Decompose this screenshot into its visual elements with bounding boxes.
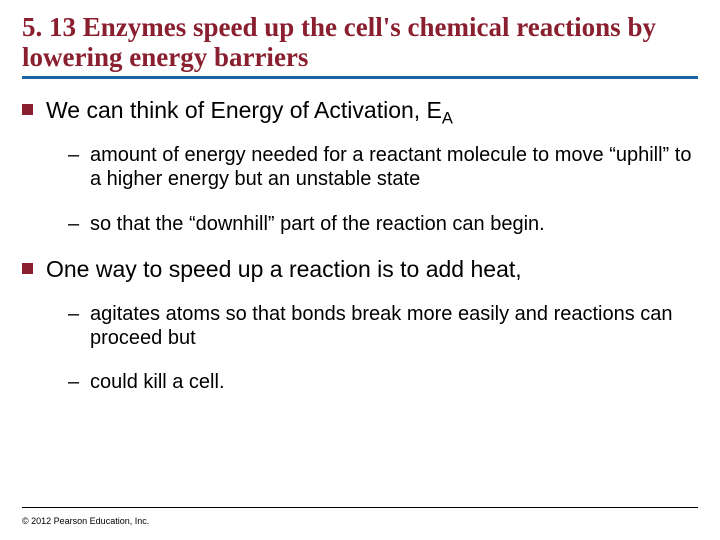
list-item: – could kill a cell. [68, 370, 698, 394]
list-item-text: agitates atoms so that bonds break more … [90, 303, 673, 349]
copyright-text: © 2012 Pearson Education, Inc. [22, 516, 149, 526]
dash-bullet-icon: – [68, 143, 79, 167]
list-item: One way to speed up a reaction is to add… [22, 256, 698, 395]
footer-rule [22, 507, 698, 508]
list-item-text: One way to speed up a reaction is to add… [46, 256, 522, 282]
subscript: A [442, 109, 453, 128]
square-bullet-icon [22, 263, 33, 274]
list-item-text: amount of energy needed for a reactant m… [90, 144, 691, 190]
dash-bullet-icon: – [68, 370, 79, 394]
text-run: One way to speed up a reaction is to add… [46, 256, 522, 282]
title-underline [22, 76, 698, 79]
square-bullet-icon [22, 104, 33, 115]
list-item-text: could kill a cell. [90, 371, 225, 393]
list-item: We can think of Energy of Activation, EA… [22, 97, 698, 236]
dash-bullet-icon: – [68, 212, 79, 236]
dash-bullet-icon: – [68, 302, 79, 326]
slide-title: 5. 13 Enzymes speed up the cell's chemic… [22, 12, 698, 72]
bullet-list-level2: – agitates atoms so that bonds break mor… [68, 302, 698, 395]
slide-body: We can think of Energy of Activation, EA… [22, 97, 698, 394]
list-item: – so that the “downhill” part of the rea… [68, 212, 698, 236]
list-item-text: so that the “downhill” part of the react… [90, 213, 545, 235]
list-item: – agitates atoms so that bonds break mor… [68, 302, 698, 351]
text-run: We can think of Energy of Activation, E [46, 97, 442, 123]
title-block: 5. 13 Enzymes speed up the cell's chemic… [22, 12, 698, 79]
slide: 5. 13 Enzymes speed up the cell's chemic… [0, 0, 720, 540]
bullet-list-level2: – amount of energy needed for a reactant… [68, 143, 698, 236]
list-item-text: We can think of Energy of Activation, EA [46, 97, 453, 123]
bullet-list-level1: We can think of Energy of Activation, EA… [22, 97, 698, 394]
list-item: – amount of energy needed for a reactant… [68, 143, 698, 192]
